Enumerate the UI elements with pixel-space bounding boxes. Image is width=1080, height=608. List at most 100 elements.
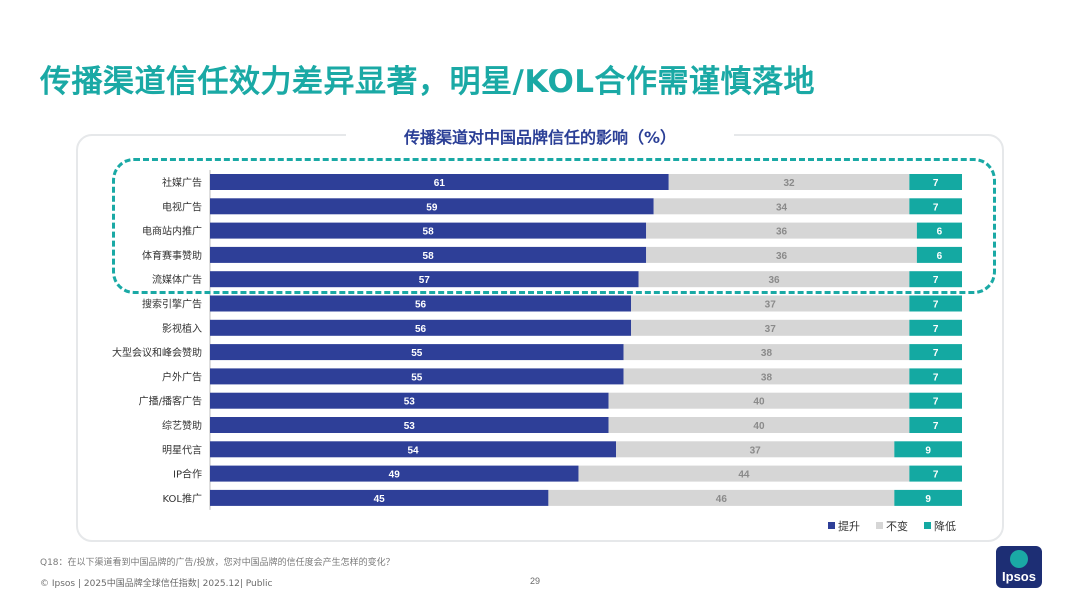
bar-不变	[616, 441, 895, 458]
bar-提升	[210, 198, 654, 215]
data-label: 57	[419, 275, 431, 286]
bar-降低	[909, 295, 962, 312]
data-label: 9	[925, 494, 931, 505]
bar-不变	[578, 465, 910, 482]
bar-降低	[894, 489, 962, 506]
bar-不变	[623, 368, 910, 385]
data-label: 59	[426, 202, 438, 213]
bar-降低	[909, 392, 962, 409]
data-label: 58	[423, 251, 435, 262]
footer-copyright: © Ipsos | 2025中国品牌全球信任指数| 2025.12| Publi…	[40, 579, 273, 589]
bar-降低	[909, 271, 962, 288]
data-label: 6	[937, 227, 943, 238]
logo-wordmark: Ipsos	[1002, 569, 1036, 584]
page-title: 传播渠道信任效力差异显著，明星/KOL合作需谨慎落地	[40, 64, 816, 100]
category-label: 电视广告	[162, 200, 202, 213]
category-label: 大型会议和峰会赞助	[112, 346, 202, 359]
bar-提升	[210, 489, 549, 506]
data-label: 7	[933, 300, 939, 311]
category-label: 电商站内推广	[142, 225, 202, 238]
bar-降低	[916, 246, 962, 263]
legend-label: 不变	[886, 519, 908, 533]
bar-提升	[210, 271, 639, 288]
legend-label: 降低	[934, 519, 956, 533]
bar-提升	[210, 344, 624, 361]
data-label: 7	[933, 348, 939, 359]
data-label: 7	[933, 421, 939, 432]
data-label: 6	[937, 251, 943, 262]
category-label: 搜索引擎广告	[142, 298, 202, 311]
data-label: 38	[761, 348, 773, 359]
bar-降低	[909, 417, 962, 433]
data-label: 44	[738, 470, 750, 481]
logo-mark-icon	[1010, 550, 1028, 568]
bar-不变	[668, 174, 910, 190]
data-label: 40	[753, 397, 765, 408]
data-label: 40	[753, 421, 765, 432]
data-label: 37	[765, 324, 777, 335]
data-label: 55	[411, 348, 423, 359]
data-label: 7	[933, 470, 939, 481]
data-label: 36	[776, 227, 788, 238]
data-label: 55	[411, 372, 423, 383]
category-label: 体育赛事赞助	[142, 249, 202, 262]
category-label: 影视植入	[162, 322, 202, 335]
bar-不变	[631, 295, 910, 312]
data-label: 7	[933, 397, 939, 408]
data-label: 9	[925, 445, 931, 456]
bar-不变	[608, 392, 910, 409]
data-label: 46	[716, 494, 728, 505]
category-label: 广播/播客广告	[139, 395, 202, 408]
legend-label: 提升	[838, 520, 860, 533]
category-label: KOL推广	[163, 492, 202, 505]
bar-提升	[210, 319, 632, 336]
bar-不变	[608, 417, 910, 433]
bar-不变	[548, 489, 895, 506]
bar-降低	[909, 344, 962, 361]
data-label: 7	[933, 202, 939, 213]
legend-swatch	[876, 522, 883, 529]
bar-不变	[631, 319, 910, 336]
data-label: 56	[415, 324, 427, 335]
data-label: 38	[761, 372, 773, 383]
bar-提升	[210, 441, 617, 458]
bar-降低	[909, 174, 962, 190]
data-label: 7	[933, 372, 939, 383]
bar-降低	[909, 198, 962, 215]
bar-提升	[210, 465, 579, 482]
legend-swatch	[924, 522, 931, 529]
bar-提升	[210, 417, 609, 433]
bar-降低	[909, 465, 962, 482]
data-label: 7	[933, 178, 939, 189]
page-number: 29	[530, 576, 541, 586]
bar-降低	[894, 441, 962, 458]
bar-降低	[909, 368, 962, 385]
highlight-box	[112, 158, 996, 294]
data-label: 56	[415, 300, 427, 311]
data-label: 32	[783, 178, 795, 189]
data-label: 53	[404, 397, 416, 408]
data-label: 61	[434, 178, 446, 189]
data-label: 53	[404, 421, 416, 432]
data-label: 45	[374, 494, 386, 505]
category-label: IP合作	[173, 468, 202, 481]
bar-不变	[646, 246, 917, 263]
bar-降低	[916, 222, 962, 239]
bar-提升	[210, 246, 647, 263]
chart-title: 传播渠道对中国品牌信任的影响（%）	[346, 124, 734, 152]
data-label: 58	[423, 227, 435, 238]
ipsos-logo: Ipsos	[996, 546, 1042, 588]
bar-提升	[210, 392, 609, 409]
bar-提升	[210, 174, 669, 190]
bar-不变	[623, 344, 910, 361]
data-label: 49	[389, 470, 401, 481]
bar-不变	[646, 222, 917, 239]
bar-提升	[210, 295, 632, 312]
category-label: 社媒广告	[162, 176, 202, 189]
category-label: 综艺赞助	[162, 419, 202, 432]
data-label: 37	[765, 300, 777, 311]
legend-swatch	[828, 522, 835, 529]
bar-降低	[909, 319, 962, 336]
bar-提升	[210, 222, 647, 239]
